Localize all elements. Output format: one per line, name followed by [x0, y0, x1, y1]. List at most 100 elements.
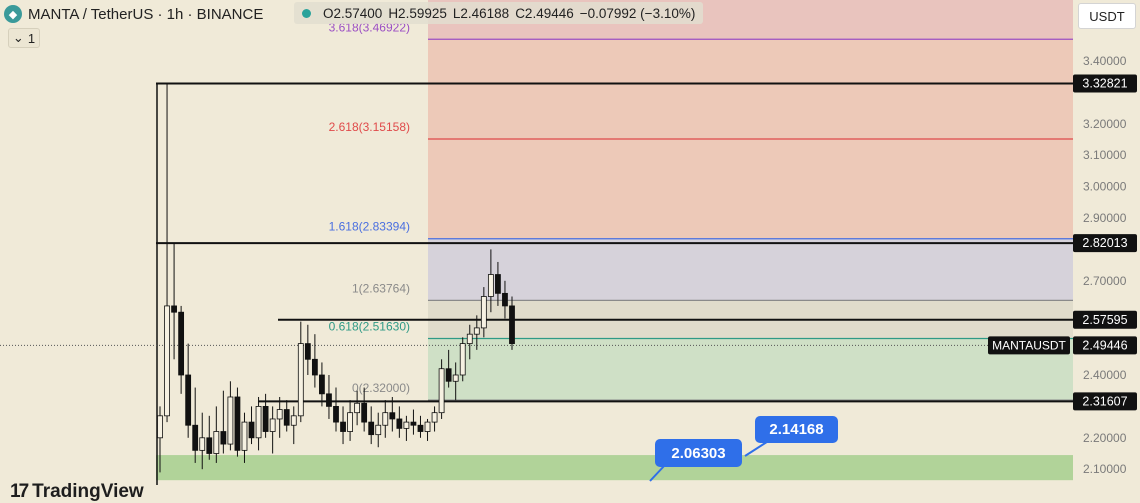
- y-tick-label: 2.40000: [1083, 368, 1127, 382]
- candle-body: [185, 374, 192, 426]
- candle-body: [319, 374, 325, 395]
- candle-body: [509, 305, 515, 345]
- fib-label: 1(2.63764): [352, 281, 410, 295]
- candle-body: [157, 415, 163, 439]
- price-tag-box: [1073, 234, 1137, 253]
- symbol-title: MANTA / TetherUS · 1h · BINANCE: [28, 5, 264, 23]
- price-tag-label: 2.49446: [1082, 338, 1127, 352]
- candle-body: [375, 424, 382, 436]
- support-zone: [156, 455, 1073, 481]
- price-tag-label: 2.57595: [1082, 313, 1127, 327]
- y-tick-label: 2.10000: [1083, 462, 1127, 476]
- ohlc-change: −0.07992 (−3.10%): [579, 5, 696, 21]
- candle-body: [178, 311, 185, 376]
- ohlc-readout: O2.57400 H2.59925 L2.46188 C2.49446 −0.0…: [294, 2, 704, 24]
- indicator-count: 1: [27, 30, 36, 46]
- ohlc-high: H2.59925: [388, 5, 447, 21]
- candle-body: [417, 424, 424, 432]
- manta-logo-icon: ◆: [4, 5, 22, 23]
- candle-body: [227, 396, 234, 445]
- tradingview-mark-icon: 17: [10, 481, 29, 502]
- candle-body: [459, 343, 466, 376]
- fib-label: 1.618(2.83394): [329, 220, 410, 234]
- candle-body: [445, 368, 452, 382]
- candle-body: [213, 431, 220, 454]
- y-tick-label: 2.20000: [1083, 431, 1127, 445]
- candle-body: [220, 431, 227, 445]
- candle-body: [410, 421, 417, 426]
- price-tag-label: 2.82013: [1082, 236, 1127, 250]
- candle-body: [311, 358, 318, 376]
- candle-body: [389, 412, 396, 420]
- candle-body: [304, 343, 311, 360]
- candle-body: [262, 405, 269, 432]
- y-tick-label: 3.20000: [1083, 117, 1127, 131]
- candle-body: [403, 421, 410, 429]
- y-tick-label: 3.00000: [1083, 180, 1127, 194]
- candle-body: [199, 437, 206, 451]
- candle-body: [290, 415, 297, 426]
- chevron-down-icon: ⌄: [12, 30, 24, 45]
- fib-label: 0.618(2.51630): [329, 319, 410, 333]
- price-tag-box: [1073, 336, 1137, 355]
- candle-body: [269, 418, 276, 432]
- market-status-icon: [302, 8, 311, 18]
- callout-low-pointer: [649, 464, 666, 482]
- currency-label: USDT: [1089, 8, 1125, 24]
- candle-body: [283, 409, 290, 426]
- symbol-header[interactable]: ◆ MANTA / TetherUS · 1h · BINANCE: [4, 2, 263, 26]
- candle-body: [326, 393, 332, 407]
- candle-body: [382, 412, 389, 426]
- ohlc-low: L2.46188: [452, 5, 510, 21]
- candle-body: [502, 292, 508, 307]
- candle-body: [171, 305, 177, 313]
- tradingview-wordmark: TradingView: [32, 481, 144, 502]
- candle-body: [466, 333, 473, 344]
- price-tag-label: 2.31607: [1082, 394, 1127, 408]
- y-tick-label: 2.90000: [1083, 211, 1127, 225]
- candle-body: [234, 396, 241, 451]
- price-callout-high[interactable]: 2.14168: [755, 416, 838, 443]
- tradingview-logo[interactable]: 17 TradingView: [10, 481, 144, 503]
- symbol-tag-box: [988, 336, 1070, 355]
- candle-body: [192, 424, 199, 451]
- fib-label: 2.618(3.15158): [329, 120, 410, 134]
- callout-low-value: 2.06303: [671, 444, 726, 462]
- fib-zone-0618: [428, 338, 1073, 401]
- candle-body: [368, 421, 375, 436]
- candle-body: [255, 405, 262, 439]
- candle-body: [164, 305, 170, 417]
- candle-body: [487, 274, 494, 297]
- callout-high-value: 2.14168: [769, 421, 824, 438]
- currency-selector[interactable]: USDT: [1078, 3, 1136, 29]
- ohlc-open: O2.57400: [323, 5, 383, 21]
- candle-body: [347, 412, 353, 432]
- indicator-toggle[interactable]: ⌄ 1: [8, 28, 40, 48]
- candle-body: [297, 343, 304, 417]
- candle-body: [396, 418, 403, 429]
- candle-body: [276, 409, 283, 420]
- candle-body: [361, 402, 368, 423]
- fib-label: 0(2.32000): [352, 381, 410, 395]
- y-tick-label: 3.40000: [1083, 54, 1127, 68]
- symbol-tag-label: MANTAUSDT: [992, 338, 1066, 352]
- candle-body: [438, 368, 445, 414]
- candle-body: [473, 327, 480, 335]
- candle-body: [431, 412, 438, 423]
- ohlc-close: C2.49446: [515, 5, 574, 21]
- y-tick-label: 3.10000: [1083, 148, 1127, 162]
- candle-body: [452, 374, 459, 382]
- candle-body: [340, 421, 346, 432]
- price-tag-box: [1073, 74, 1137, 93]
- price-tag-box: [1073, 392, 1137, 411]
- y-tick-label: 2.70000: [1083, 274, 1127, 288]
- price-tag-box: [1073, 310, 1137, 329]
- candle-body: [248, 421, 255, 439]
- candle-body: [206, 437, 213, 454]
- price-callout-low[interactable]: 2.06303: [655, 439, 742, 467]
- candle-body: [480, 296, 487, 329]
- price-tag-label: 3.32821: [1082, 77, 1127, 91]
- candle-body: [424, 421, 431, 432]
- candle-body: [354, 402, 361, 414]
